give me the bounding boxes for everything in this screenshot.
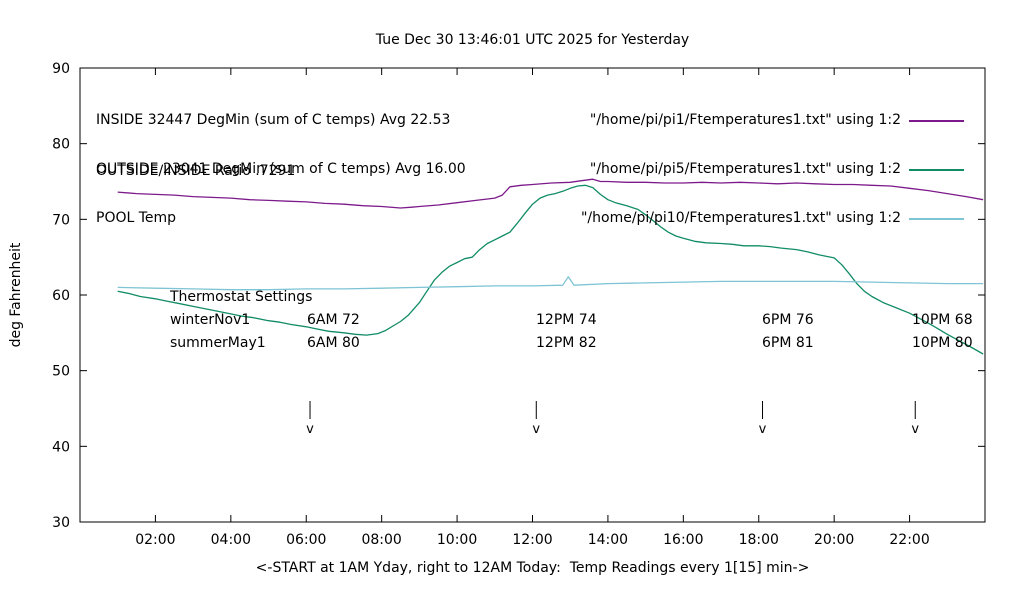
x-tick-label: 20:00 <box>814 532 854 548</box>
thermostat-summer-label: summerMay1 <box>170 335 266 351</box>
thermostat-arrow-head: v <box>532 422 540 437</box>
x-tick-label: 10:00 <box>437 532 477 548</box>
x-tick-label: 08:00 <box>361 532 401 548</box>
chart-title: Tue Dec 30 13:46:01 UTC 2025 for Yesterd… <box>375 32 690 48</box>
x-tick-label: 02:00 <box>135 532 175 548</box>
legend-desc-pool: POOL Temp <box>96 210 177 226</box>
y-tick-label: 50 <box>52 364 70 380</box>
x-tick-label: 04:00 <box>211 532 251 548</box>
thermostat-summer-6pm: 6PM 81 <box>762 335 814 351</box>
thermostat-arrow-head: v <box>306 422 314 437</box>
series-line-outside <box>117 184 984 355</box>
series-line-inside <box>117 178 984 209</box>
x-tick-label: 16:00 <box>663 532 703 548</box>
x-tick-label: 12:00 <box>512 532 552 548</box>
x-tick-label: 06:00 <box>286 532 326 548</box>
legend-row-pool: POOL Temp "/home/pi/pi10/Ftemperatures1.… <box>96 210 964 227</box>
legend-file-inside: "/home/pi/pi1/Ftemperatures1.txt" using … <box>589 112 901 128</box>
thermostat-arrow-head: v <box>759 422 767 437</box>
y-tick-label: 90 <box>52 61 70 77</box>
legend-line-swatch-pool <box>909 217 964 220</box>
x-tick-label: 14:00 <box>588 532 628 548</box>
thermostat-winter-12pm: 12PM 74 <box>536 312 597 328</box>
legend-row-inside: INSIDE 32447 DegMin (sum of C temps) Avg… <box>96 112 964 129</box>
y-tick-label: 80 <box>52 137 70 153</box>
x-tick-label: 22:00 <box>889 532 929 548</box>
thermostat-winter-10pm: 10PM 68 <box>912 312 973 328</box>
thermostat-winter-6pm: 6PM 76 <box>762 312 814 328</box>
outside-inside-ratio: OUTSIDE/INSIDE Ratio .7291 <box>96 163 296 179</box>
legend-desc-outside: OUTSIDE 23041 DegMin (sum of C temps) Av… <box>96 161 466 177</box>
series-line-pool <box>117 276 984 291</box>
thermostat-winter-6am: 6AM 72 <box>307 312 360 328</box>
thermostat-winter-label: winterNov1 <box>170 312 251 328</box>
y-tick-label: 30 <box>52 515 70 531</box>
thermostat-summer-10pm: 10PM 80 <box>912 335 973 351</box>
y-tick-label: 40 <box>52 439 70 455</box>
x-tick-label: 18:00 <box>739 532 779 548</box>
thermostat-summer-12pm: 12PM 82 <box>536 335 597 351</box>
thermostat-arrow-head: v <box>911 422 919 437</box>
legend-line-swatch-inside <box>909 119 964 122</box>
y-tick-label: 60 <box>52 288 70 304</box>
y-axis-label: deg Fahrenheit <box>8 242 24 348</box>
thermostat-summer-6am: 6AM 80 <box>307 335 360 351</box>
legend-file-pool: "/home/pi/pi10/Ftemperatures1.txt" using… <box>580 210 901 226</box>
legend-desc-inside: INSIDE 32447 DegMin (sum of C temps) Avg… <box>96 112 451 128</box>
legend-row-outside: OUTSIDE 23041 DegMin (sum of C temps) Av… <box>96 161 964 178</box>
legend-file-outside: "/home/pi/pi5/Ftemperatures1.txt" using … <box>589 161 901 177</box>
x-axis-label: <-START at 1AM Yday, right to 12AM Today… <box>255 560 810 576</box>
legend: INSIDE 32447 DegMin (sum of C temps) Avg… <box>96 80 964 259</box>
legend-line-swatch-outside <box>909 168 964 171</box>
y-tick-label: 70 <box>52 212 70 228</box>
thermostat-settings-title: Thermostat Settings <box>170 289 313 305</box>
